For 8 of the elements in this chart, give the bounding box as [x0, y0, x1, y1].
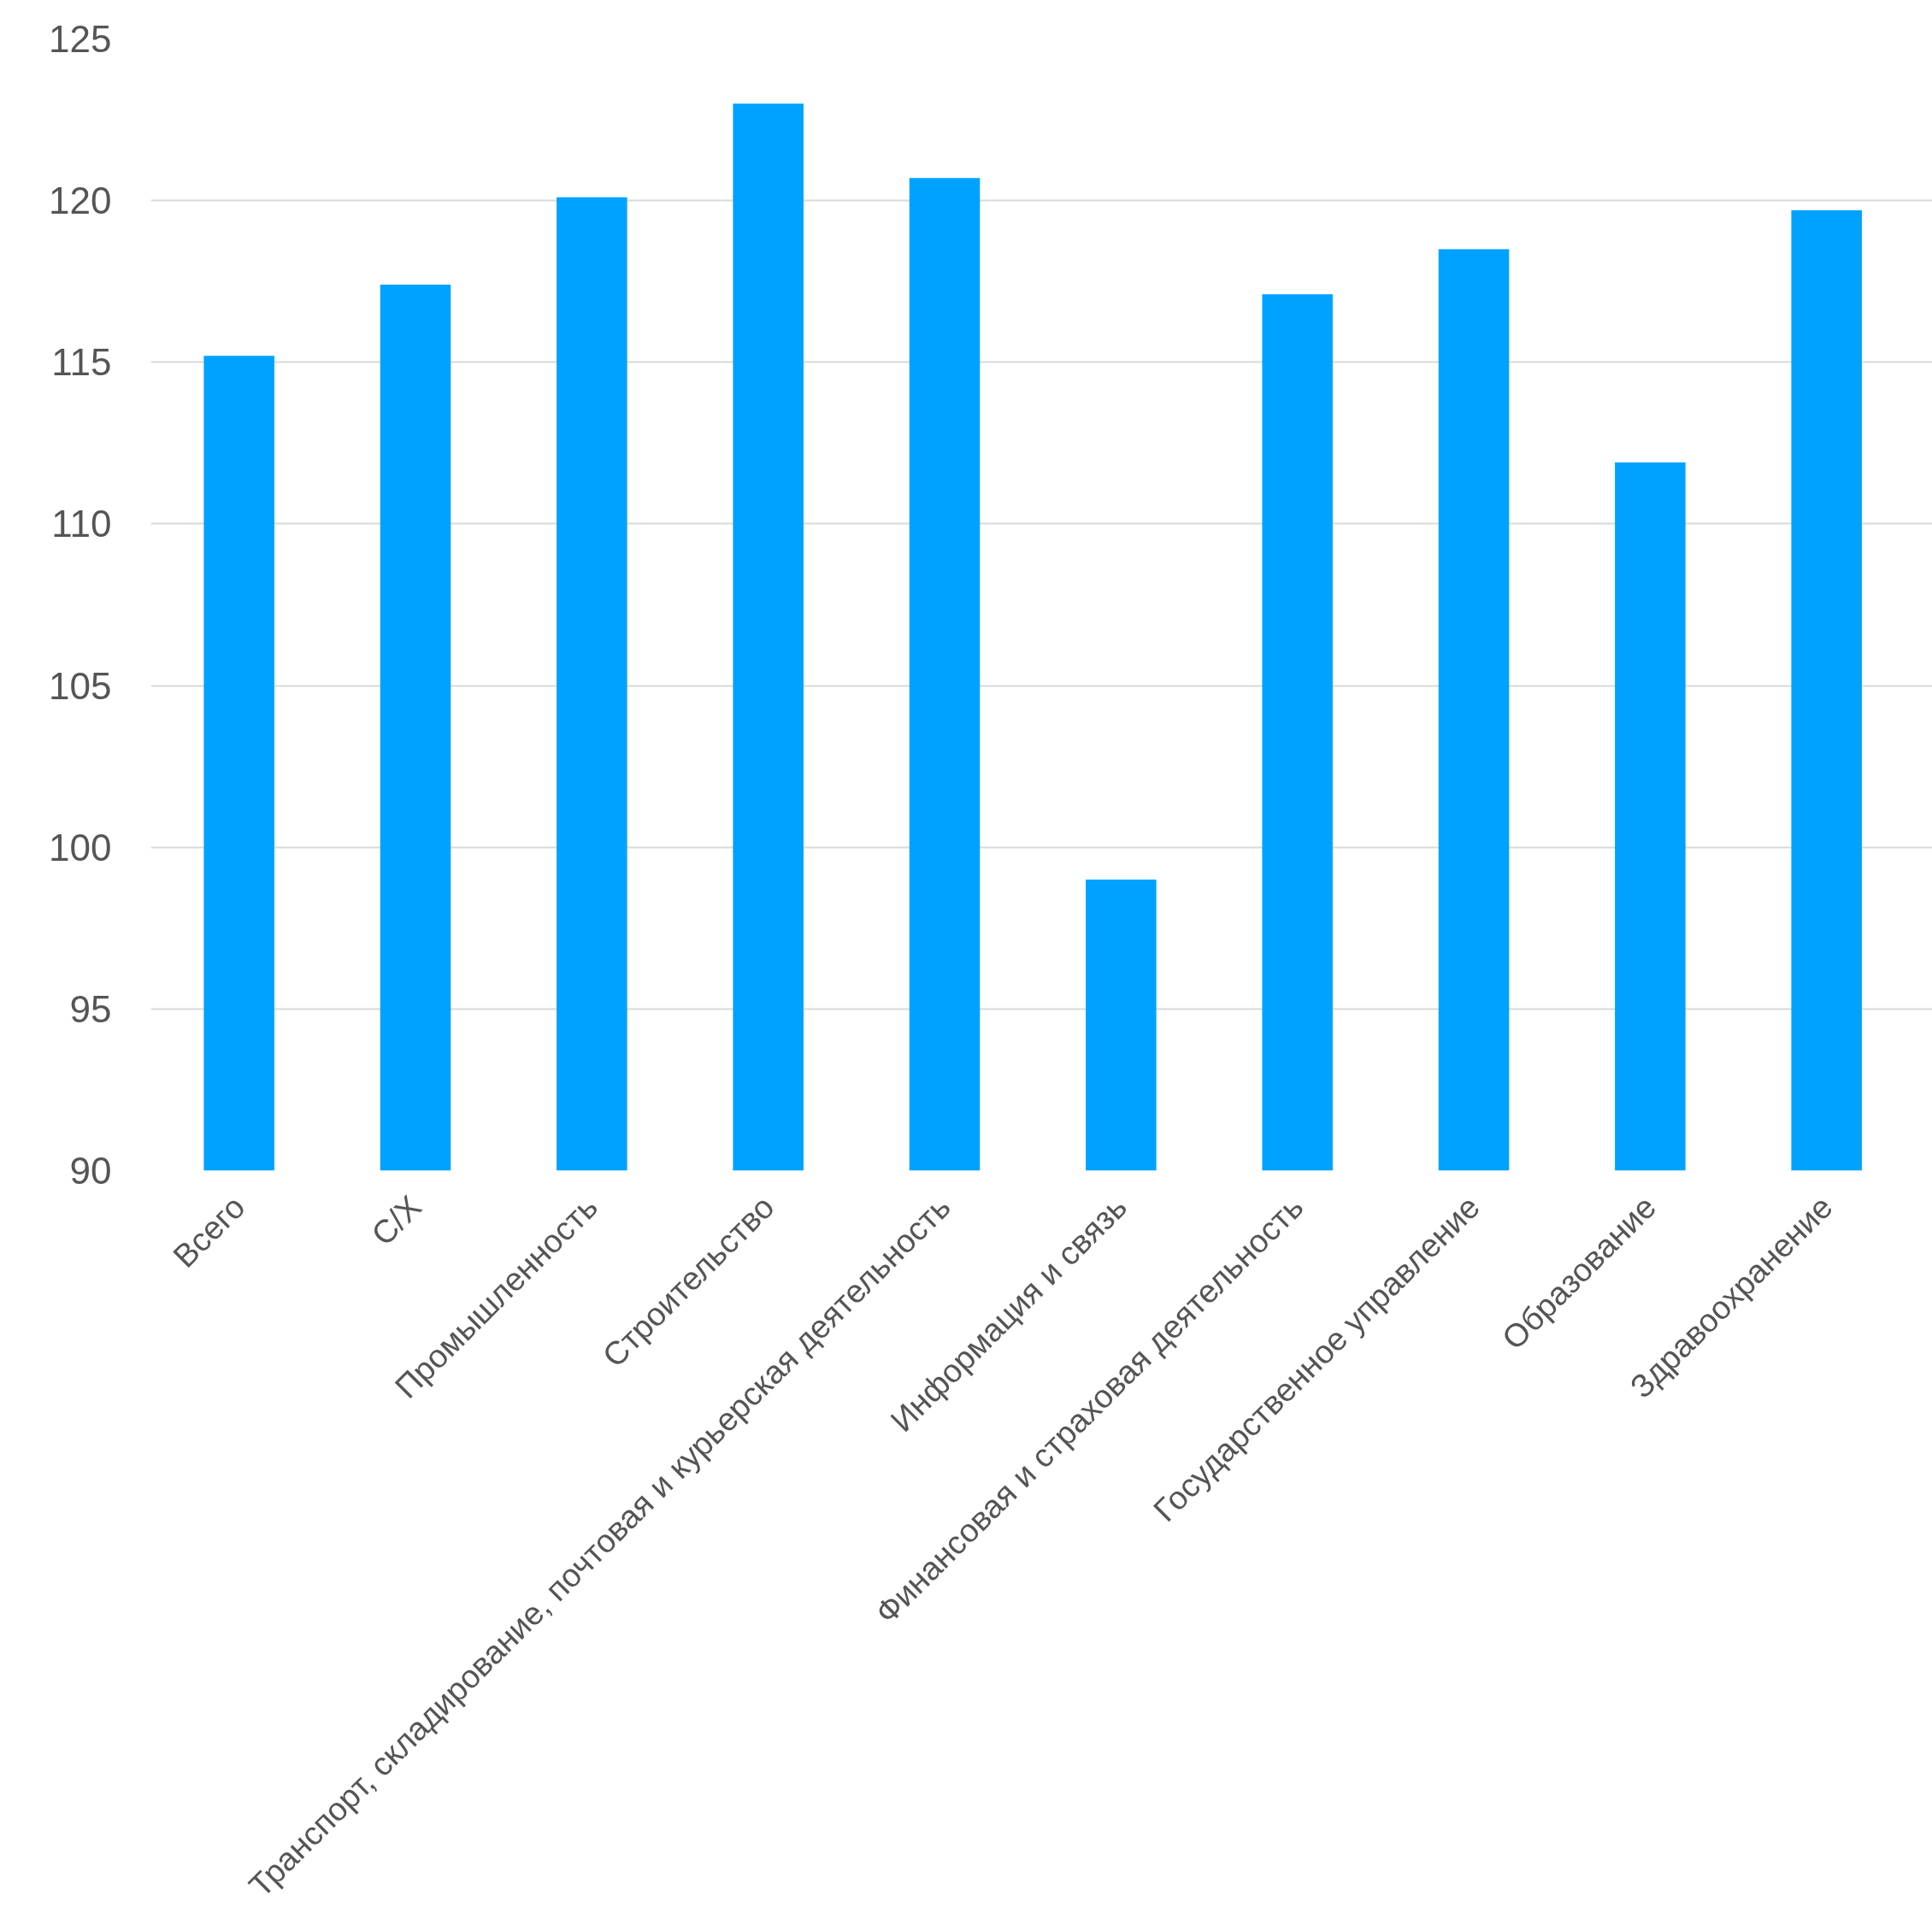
y-tick-label: 95 [69, 987, 112, 1030]
y-tick-label: 105 [49, 664, 112, 707]
y-tick-label: 90 [69, 1150, 112, 1192]
y-tick-label: 125 [49, 18, 112, 60]
y-tick-label: 120 [49, 180, 112, 222]
y-tick-label: 115 [51, 341, 112, 384]
y-tick-label: 110 [51, 503, 112, 545]
y-tick-label: 100 [49, 826, 112, 868]
